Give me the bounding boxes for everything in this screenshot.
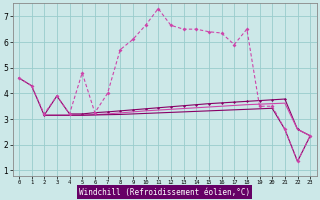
X-axis label: Windchill (Refroidissement éolien,°C): Windchill (Refroidissement éolien,°C) [79, 188, 250, 197]
